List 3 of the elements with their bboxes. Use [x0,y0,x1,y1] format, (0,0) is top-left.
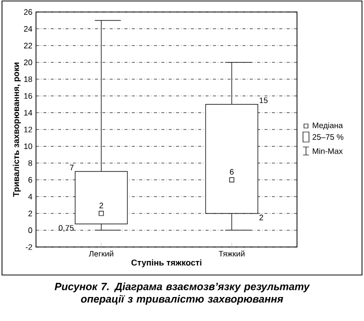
y-axis-title: Тривалість захворювання, роки [12,62,21,197]
text: Рисунок 7. Діаграма взаємозв’язку результату операції з тривалістю захворювання [54,282,310,305]
x-axis-title: Ступінь тяжкості [131,259,202,268]
